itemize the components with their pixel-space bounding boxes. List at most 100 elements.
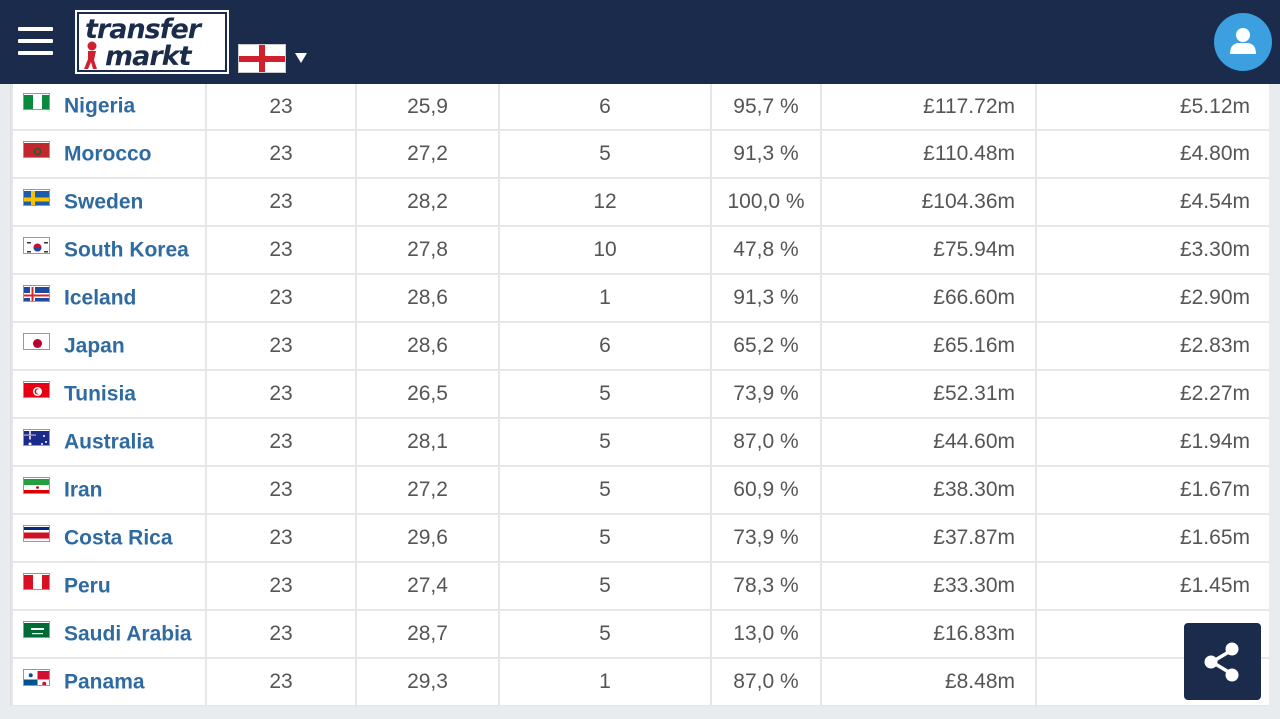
table-row: Peru 23 27,4 5 78,3 % £33.30m £1.45m [11,561,1269,611]
country-link[interactable]: Nigeria [64,94,136,118]
percentage-cell: 91,3 % [710,273,822,323]
foreigners-cell: 6 [498,84,712,131]
table-row: Japan 23 28,6 6 65,2 % £65.16m £2.83m [11,321,1269,371]
average-age-cell: 27,2 [355,465,500,515]
total-market-value-cell: £8.48m [820,657,1037,706]
top-header: transfer markt [0,0,1280,84]
squad-size-cell: 23 [205,417,357,467]
table-row: Iran 23 27,2 5 60,9 % £38.30m £1.67m [11,465,1269,515]
foreigners-cell: 5 [498,609,712,659]
country-cell: Iceland [11,273,207,323]
total-market-value-cell: £52.31m [820,369,1037,419]
country-cell: South Korea [11,225,207,275]
country-link[interactable]: Iran [64,478,103,502]
average-age-cell: 27,2 [355,129,500,179]
average-market-value-cell: £2.83m [1035,321,1269,371]
caret-down-icon [295,53,307,63]
country-link[interactable]: Japan [64,334,125,358]
average-age-cell: 26,5 [355,369,500,419]
total-market-value-cell: £104.36m [820,177,1037,227]
morocco-flag-icon [23,140,50,158]
transfermarkt-logo[interactable]: transfer markt [75,10,229,74]
squad-size-cell: 23 [205,561,357,611]
table-row: Costa Rica 23 29,6 5 73,9 % £37.87m £1.65m [11,513,1269,563]
country-cell: Nigeria [11,84,207,131]
foreigners-cell: 5 [498,417,712,467]
country-cell: Saudi Arabia [11,609,207,659]
percentage-cell: 87,0 % [710,657,822,706]
country-link[interactable]: Tunisia [64,382,136,406]
average-market-value-cell: £1.45m [1035,561,1269,611]
user-account-button[interactable] [1214,13,1272,71]
country-cell: Morocco [11,129,207,179]
total-market-value-cell: £38.30m [820,465,1037,515]
hamburger-menu-icon[interactable] [18,27,53,57]
country-link[interactable]: Saudi Arabia [64,622,192,646]
peru-flag-icon [23,572,50,590]
squad-size-cell: 23 [205,657,357,706]
foreigners-cell: 5 [498,513,712,563]
average-age-cell: 25,9 [355,84,500,131]
average-market-value-cell: £5.12m [1035,84,1269,131]
average-market-value-cell: £2.90m [1035,273,1269,323]
average-age-cell: 28,2 [355,177,500,227]
costa-rica-flag-icon [23,524,50,542]
total-market-value-cell: £16.83m [820,609,1037,659]
country-cell: Iran [11,465,207,515]
south-korea-flag-icon [23,236,50,254]
percentage-cell: 78,3 % [710,561,822,611]
country-link[interactable]: Sweden [64,190,144,214]
table-row: Nigeria 23 25,9 6 95,7 % £117.72m £5.12m [11,84,1269,131]
average-age-cell: 27,8 [355,225,500,275]
foreigners-cell: 1 [498,273,712,323]
squad-size-cell: 23 [205,465,357,515]
percentage-cell: 60,9 % [710,465,822,515]
table-row: Tunisia 23 26,5 5 73,9 % £52.31m £2.27m [11,369,1269,419]
country-cell: Panama [11,657,207,706]
bottom-scroll-area [0,706,1280,719]
nigeria-flag-icon [23,93,50,111]
country-link[interactable]: Australia [64,430,154,454]
country-link[interactable]: Panama [64,670,145,694]
iran-flag-icon [23,476,50,494]
squad-size-cell: 23 [205,84,357,131]
total-market-value-cell: £75.94m [820,225,1037,275]
table-row: South Korea 23 27,8 10 47,8 % £75.94m £3.30m [11,225,1269,275]
australia-flag-icon [23,428,50,446]
tunisia-flag-icon [23,380,50,398]
country-cell: Tunisia [11,369,207,419]
average-age-cell: 28,7 [355,609,500,659]
total-market-value-cell: £44.60m [820,417,1037,467]
percentage-cell: 65,2 % [710,321,822,371]
average-age-cell: 29,3 [355,657,500,706]
squad-value-table: Nigeria 23 25,9 6 95,7 % £117.72m £5.12m Morocc… [10,84,1269,706]
country-link[interactable]: Costa Rica [64,526,173,550]
percentage-cell: 87,0 % [710,417,822,467]
table-row: Iceland 23 28,6 1 91,3 % £66.60m £2.90m [11,273,1269,323]
foreigners-cell: 5 [498,129,712,179]
country-link[interactable]: Morocco [64,142,152,166]
average-market-value-cell: £1.94m [1035,417,1269,467]
foreigners-cell: 1 [498,657,712,706]
average-market-value-cell: £4.80m [1035,129,1269,179]
foreigners-cell: 5 [498,369,712,419]
logo-text-transfer: transfer [85,14,201,45]
average-age-cell: 28,6 [355,273,500,323]
country-link[interactable]: Peru [64,574,111,598]
country-cell: Australia [11,417,207,467]
foreigners-cell: 12 [498,177,712,227]
country-link[interactable]: South Korea [64,238,189,262]
average-market-value-cell: £3.30m [1035,225,1269,275]
foreigners-cell: 5 [498,561,712,611]
percentage-cell: 91,3 % [710,129,822,179]
saudi-arabia-flag-icon [23,620,50,638]
average-age-cell: 28,1 [355,417,500,467]
total-market-value-cell: £110.48m [820,129,1037,179]
percentage-cell: 73,9 % [710,369,822,419]
share-button[interactable] [1184,623,1261,700]
country-link[interactable]: Iceland [64,286,137,310]
logo-text-markt: markt [105,41,192,72]
average-age-cell: 29,6 [355,513,500,563]
average-market-value-cell: £4.54m [1035,177,1269,227]
panama-flag-icon [23,668,50,686]
